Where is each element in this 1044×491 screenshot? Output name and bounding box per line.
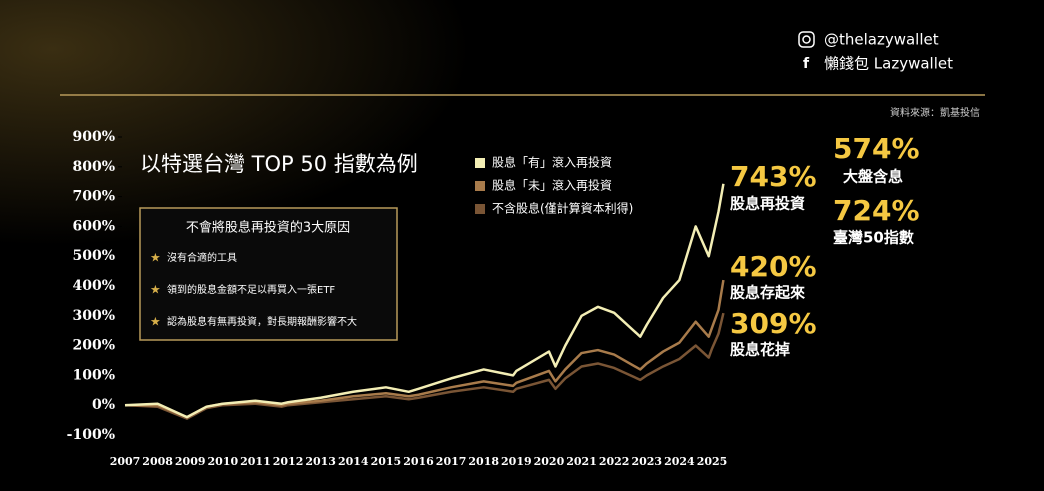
legend-label: 不含股息(僅計算資本利得) [492,201,633,216]
annotation: 574% [833,132,920,165]
annotation: 724% [833,194,920,227]
facebook-icon: f [803,56,810,72]
annotation: 股息再投資 [730,195,805,213]
annotation: 420% [730,250,817,283]
x-tick-label: 2013 [305,455,336,468]
y-tick-label: -100% [67,427,115,443]
x-tick-label: 2016 [403,455,434,468]
y-tick-label: 0% [92,397,115,413]
x-tick-label: 2019 [501,455,532,468]
x-tick-label: 2023 [631,455,662,468]
annotation: 大盤含息 [843,168,903,186]
x-tick-label: 2011 [240,455,271,468]
x-tick-label: 2017 [436,455,467,468]
y-tick-label: 500% [72,248,115,264]
y-tick-label: 800% [72,159,115,175]
x-tick-label: 2018 [468,455,499,468]
reason-star: ★ [150,283,161,297]
x-tick-label: 2012 [273,455,304,468]
source: 資料來源：凱基投信 [890,106,980,119]
y-tick-label: 100% [72,367,115,383]
x-tick-label: 2022 [599,455,630,468]
x-tick-label: 2007 [110,455,141,468]
reason-item: 沒有合適的工具 [167,251,237,264]
annotation: 臺灣50指數 [833,229,914,247]
legend-swatch [475,158,485,168]
y-tick-label: 400% [72,278,115,294]
series-line [124,183,725,419]
legend-swatch [475,181,485,191]
reason-item: 領到的股息金額不足以再買入一張ETF [167,283,335,296]
y-tick-label: 900% [72,129,115,145]
annotation: 309% [730,307,817,340]
reason-item: 認為股息有無再投資，對長期報酬影響不大 [167,315,357,328]
legend-label: 股息「未」滾入再投資 [492,178,612,193]
reason-star: ★ [150,251,161,265]
x-tick-label: 2010 [208,455,239,468]
instagram-icon [798,31,815,48]
x-tick-label: 2020 [534,455,565,468]
x-tick-label: 2021 [566,455,597,468]
series-line [125,279,725,419]
instagram-icon-lens [802,35,811,44]
x-tick-label: 2008 [142,455,173,468]
annotation: 股息花掉 [730,341,790,359]
facebook-name: 懶錢包 Lazywallet [824,55,953,73]
y-tick-label: 700% [72,189,115,205]
series-line [124,312,725,420]
reason-star: ★ [150,315,161,329]
chart-title: 以特選台灣 TOP 50 指數為例 [140,152,418,176]
y-tick-label: 600% [72,218,115,234]
legend-label: 股息「有」滾入再投資 [492,155,612,170]
x-tick-label: 2015 [371,455,402,468]
reasons-title: 不會將股息再投資的3大原因 [186,220,350,236]
legend-swatch [475,204,485,214]
reasons-box [139,207,398,341]
x-tick-label: 2014 [338,455,369,468]
x-tick-label: 2024 [664,455,695,468]
annotation: 股息存起來 [730,284,805,302]
annotation: 743% [730,160,817,193]
x-tick-label: 2025 [697,455,728,468]
x-tick-label: 2009 [175,455,206,468]
instagram-handle: @thelazywallet [824,31,939,49]
y-tick-label: 200% [72,338,115,354]
y-tick-label: 300% [72,308,115,324]
